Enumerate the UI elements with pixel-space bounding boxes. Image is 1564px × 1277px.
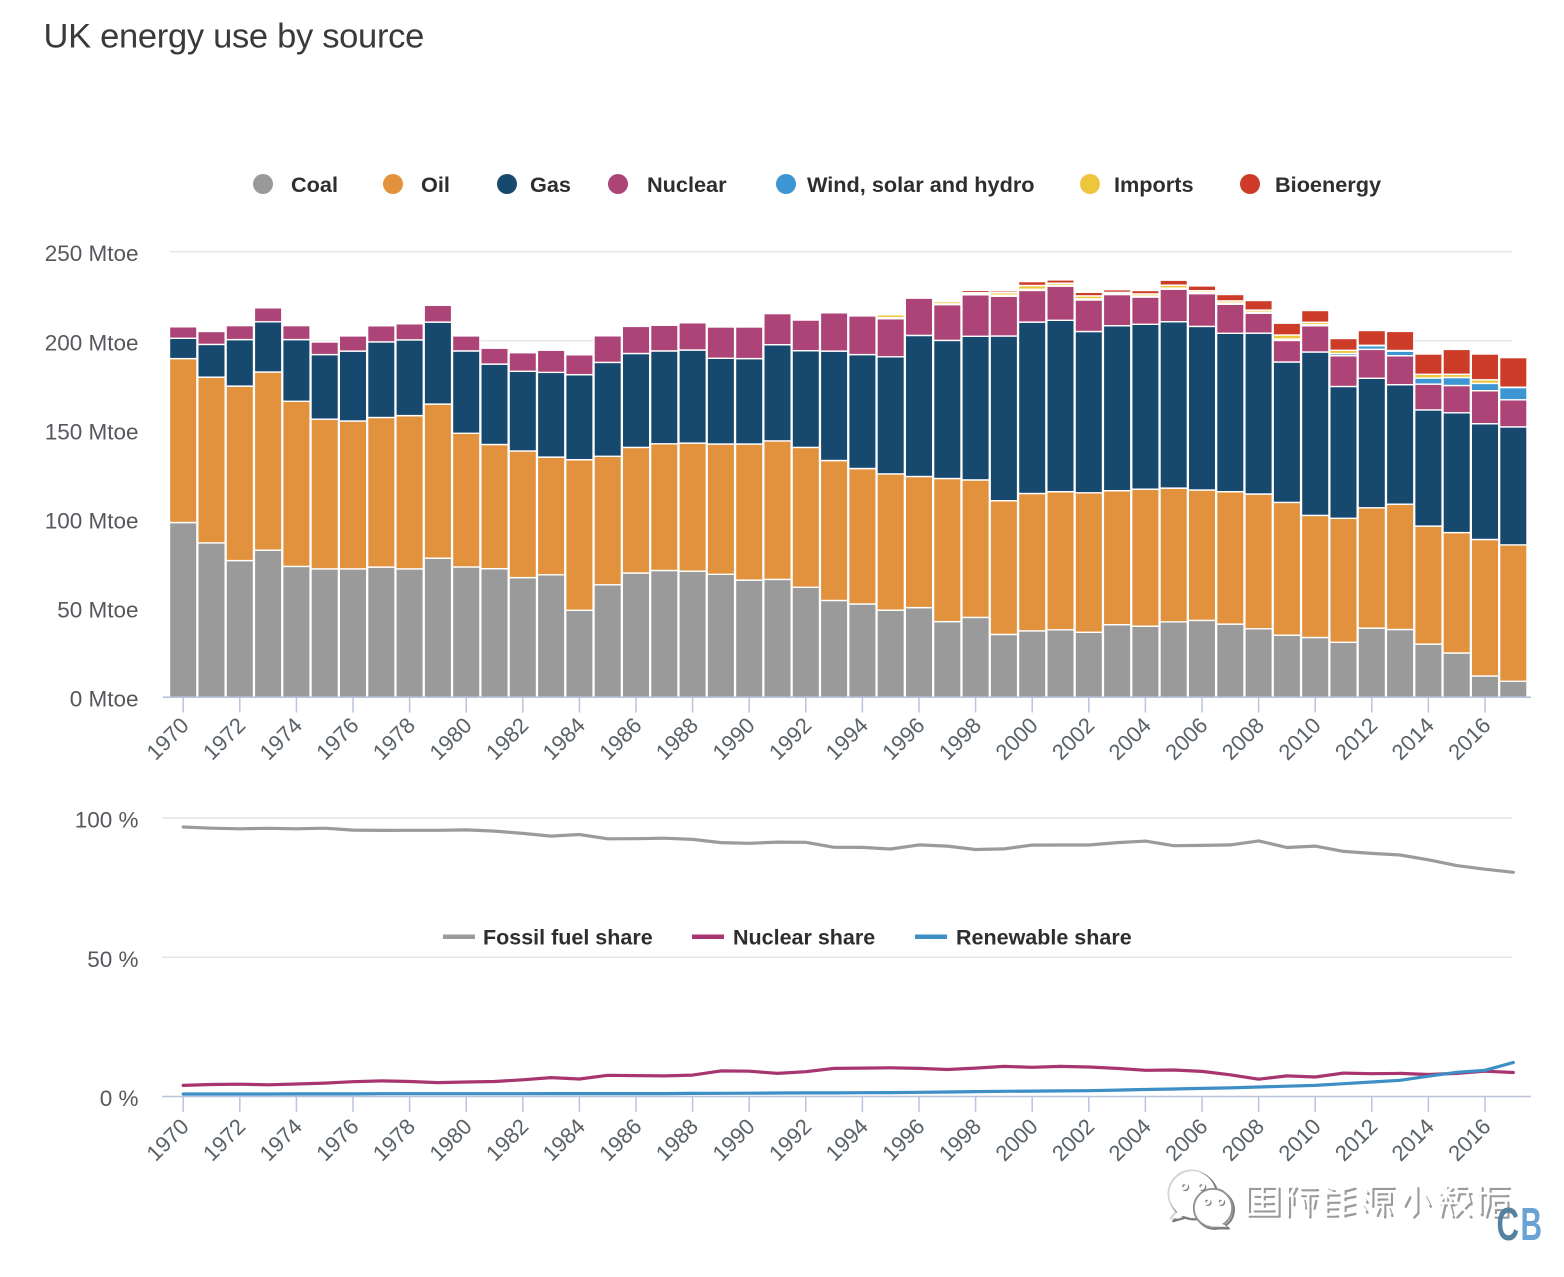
- svg-text:50 Mtoe: 50 Mtoe: [57, 598, 138, 623]
- svg-text:Bioenergy: Bioenergy: [1275, 172, 1381, 197]
- svg-text:100 %: 100 %: [75, 808, 139, 833]
- svg-text:50 %: 50 %: [87, 947, 138, 972]
- svg-text:200 Mtoe: 200 Mtoe: [45, 330, 139, 355]
- svg-text:Renewable share: Renewable share: [956, 926, 1132, 950]
- svg-text:Gas: Gas: [530, 172, 571, 197]
- svg-text:Oil: Oil: [421, 172, 450, 197]
- svg-text:150 Mtoe: 150 Mtoe: [45, 419, 139, 444]
- svg-text:250 Mtoe: 250 Mtoe: [45, 241, 139, 266]
- svg-text:UK energy use by source: UK energy use by source: [44, 18, 424, 56]
- svg-text:Imports: Imports: [1114, 172, 1194, 197]
- svg-text:0 Mtoe: 0 Mtoe: [70, 687, 139, 712]
- svg-text:0 %: 0 %: [100, 1086, 139, 1111]
- svg-text:Wind, solar and hydro: Wind, solar and hydro: [807, 172, 1035, 197]
- svg-text:Coal: Coal: [291, 172, 338, 197]
- svg-text:C: C: [1497, 1198, 1520, 1250]
- svg-text:B: B: [1521, 1198, 1543, 1250]
- svg-text:Fossil fuel share: Fossil fuel share: [483, 926, 653, 950]
- svg-text:Nuclear: Nuclear: [647, 172, 727, 197]
- svg-text:Nuclear share: Nuclear share: [733, 926, 875, 950]
- svg-text:100 Mtoe: 100 Mtoe: [45, 509, 139, 534]
